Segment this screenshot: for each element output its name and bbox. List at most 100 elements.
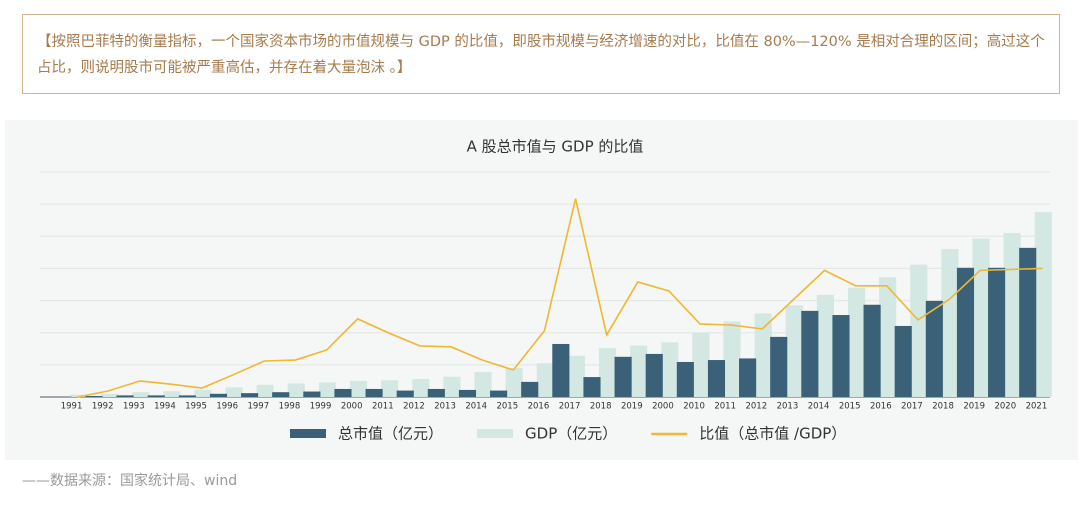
bar: [770, 336, 788, 397]
bar: [816, 294, 834, 397]
bar: [396, 390, 414, 397]
bar: [521, 381, 539, 397]
bar: [894, 325, 912, 397]
x-tick-label: 2012: [745, 402, 767, 412]
bar: [583, 377, 601, 397]
bar: [739, 358, 757, 397]
x-tick-label: 1998: [279, 402, 301, 412]
bar: [490, 390, 508, 397]
bar: [272, 392, 290, 397]
bar: [552, 343, 570, 397]
bar: [567, 355, 585, 397]
line: [77, 198, 1043, 398]
x-tick-label: 1994: [154, 402, 176, 412]
bar: [536, 363, 554, 397]
bar: [692, 332, 710, 397]
bar: [661, 342, 679, 397]
bar: [303, 391, 321, 397]
bar: [225, 387, 243, 397]
bar: [972, 238, 990, 397]
x-tick-label: 2011: [714, 402, 736, 412]
bar: [645, 353, 663, 397]
bar: [412, 379, 430, 397]
bar: [988, 267, 1006, 397]
legend-label: 比值（总市值 /GDP）: [699, 425, 846, 443]
bar: [256, 384, 274, 397]
x-tick-label: 1999: [310, 402, 332, 412]
x-tick-label: 2014: [465, 402, 487, 412]
bar: [85, 396, 103, 397]
x-tick-label: 1995: [185, 402, 207, 412]
bar: [754, 313, 772, 397]
bar: [630, 345, 648, 397]
bar: [614, 356, 632, 397]
bar: [287, 383, 305, 397]
x-tick-label: 1991: [61, 402, 83, 412]
bar: [334, 388, 352, 397]
bar: [100, 393, 119, 397]
x-tick-label: 2019: [621, 402, 643, 412]
source: ——数据来源：国家统计局、wind: [22, 473, 238, 489]
x-tick-label: 2021: [1026, 402, 1048, 412]
x-tick-label: 1996: [216, 402, 238, 412]
x-tick-label: 2011: [372, 402, 394, 412]
bar: [318, 382, 336, 397]
x-tick-label: 1992: [92, 402, 114, 412]
bar: [381, 380, 399, 397]
x-tick-label: 1997: [247, 402, 269, 412]
bar: [443, 376, 461, 397]
bar: [598, 348, 617, 397]
x-tick-label: 2018: [932, 402, 954, 412]
bar: [676, 361, 694, 397]
x-tick-label: 2018: [590, 402, 612, 412]
x-tick-label: 1993: [123, 402, 145, 412]
bar: [723, 321, 741, 397]
bar: [910, 264, 928, 397]
bar: [241, 393, 259, 397]
bar: [458, 389, 477, 397]
bar: [1019, 247, 1037, 397]
legend-swatch: [477, 429, 514, 438]
x-tick-label: 2015: [839, 402, 861, 412]
legend-label: 总市值（亿元）: [338, 425, 443, 443]
bar: [69, 394, 87, 397]
chart-panel: [5, 120, 1078, 460]
bar: [505, 368, 523, 397]
bar: [1034, 212, 1052, 397]
chart-title: A 股总市值与 GDP 的比值: [467, 138, 644, 156]
bar: [132, 392, 150, 397]
x-tick-label: 2014: [808, 402, 830, 412]
bar: [178, 395, 196, 397]
legend-swatch: [290, 429, 326, 438]
x-tick-label: 2013: [434, 402, 456, 412]
bar: [879, 277, 897, 397]
x-tick-label: 2017: [901, 402, 923, 412]
legend-label: GDP（亿元）: [525, 425, 617, 443]
bar: [941, 249, 959, 397]
bar: [365, 388, 383, 397]
bar: [194, 389, 212, 397]
bar: [427, 388, 445, 397]
x-tick-label: 2020: [994, 402, 1016, 412]
bar: [956, 267, 975, 397]
x-tick-label: 2000: [652, 402, 674, 412]
bar: [785, 305, 803, 397]
x-tick-label: 2016: [528, 402, 550, 412]
bar: [925, 300, 943, 397]
bar: [474, 371, 492, 397]
x-tick-label: 2015: [496, 402, 518, 412]
note: 【按照巴菲特的衡量指标，一个国家资本市场的市值规模与 GDP 的比值，即股市规模…: [22, 14, 1060, 94]
bar: [801, 310, 819, 397]
x-tick-label: 2016: [870, 402, 892, 412]
bar: [707, 360, 726, 397]
bar: [832, 315, 850, 397]
x-tick-label: 2010: [683, 402, 705, 412]
bar: [863, 304, 881, 397]
x-tick-label: 2019: [963, 402, 985, 412]
x-tick-label: 2017: [559, 402, 581, 412]
bar: [116, 395, 134, 397]
bar: [163, 391, 181, 397]
bar: [1003, 233, 1021, 397]
